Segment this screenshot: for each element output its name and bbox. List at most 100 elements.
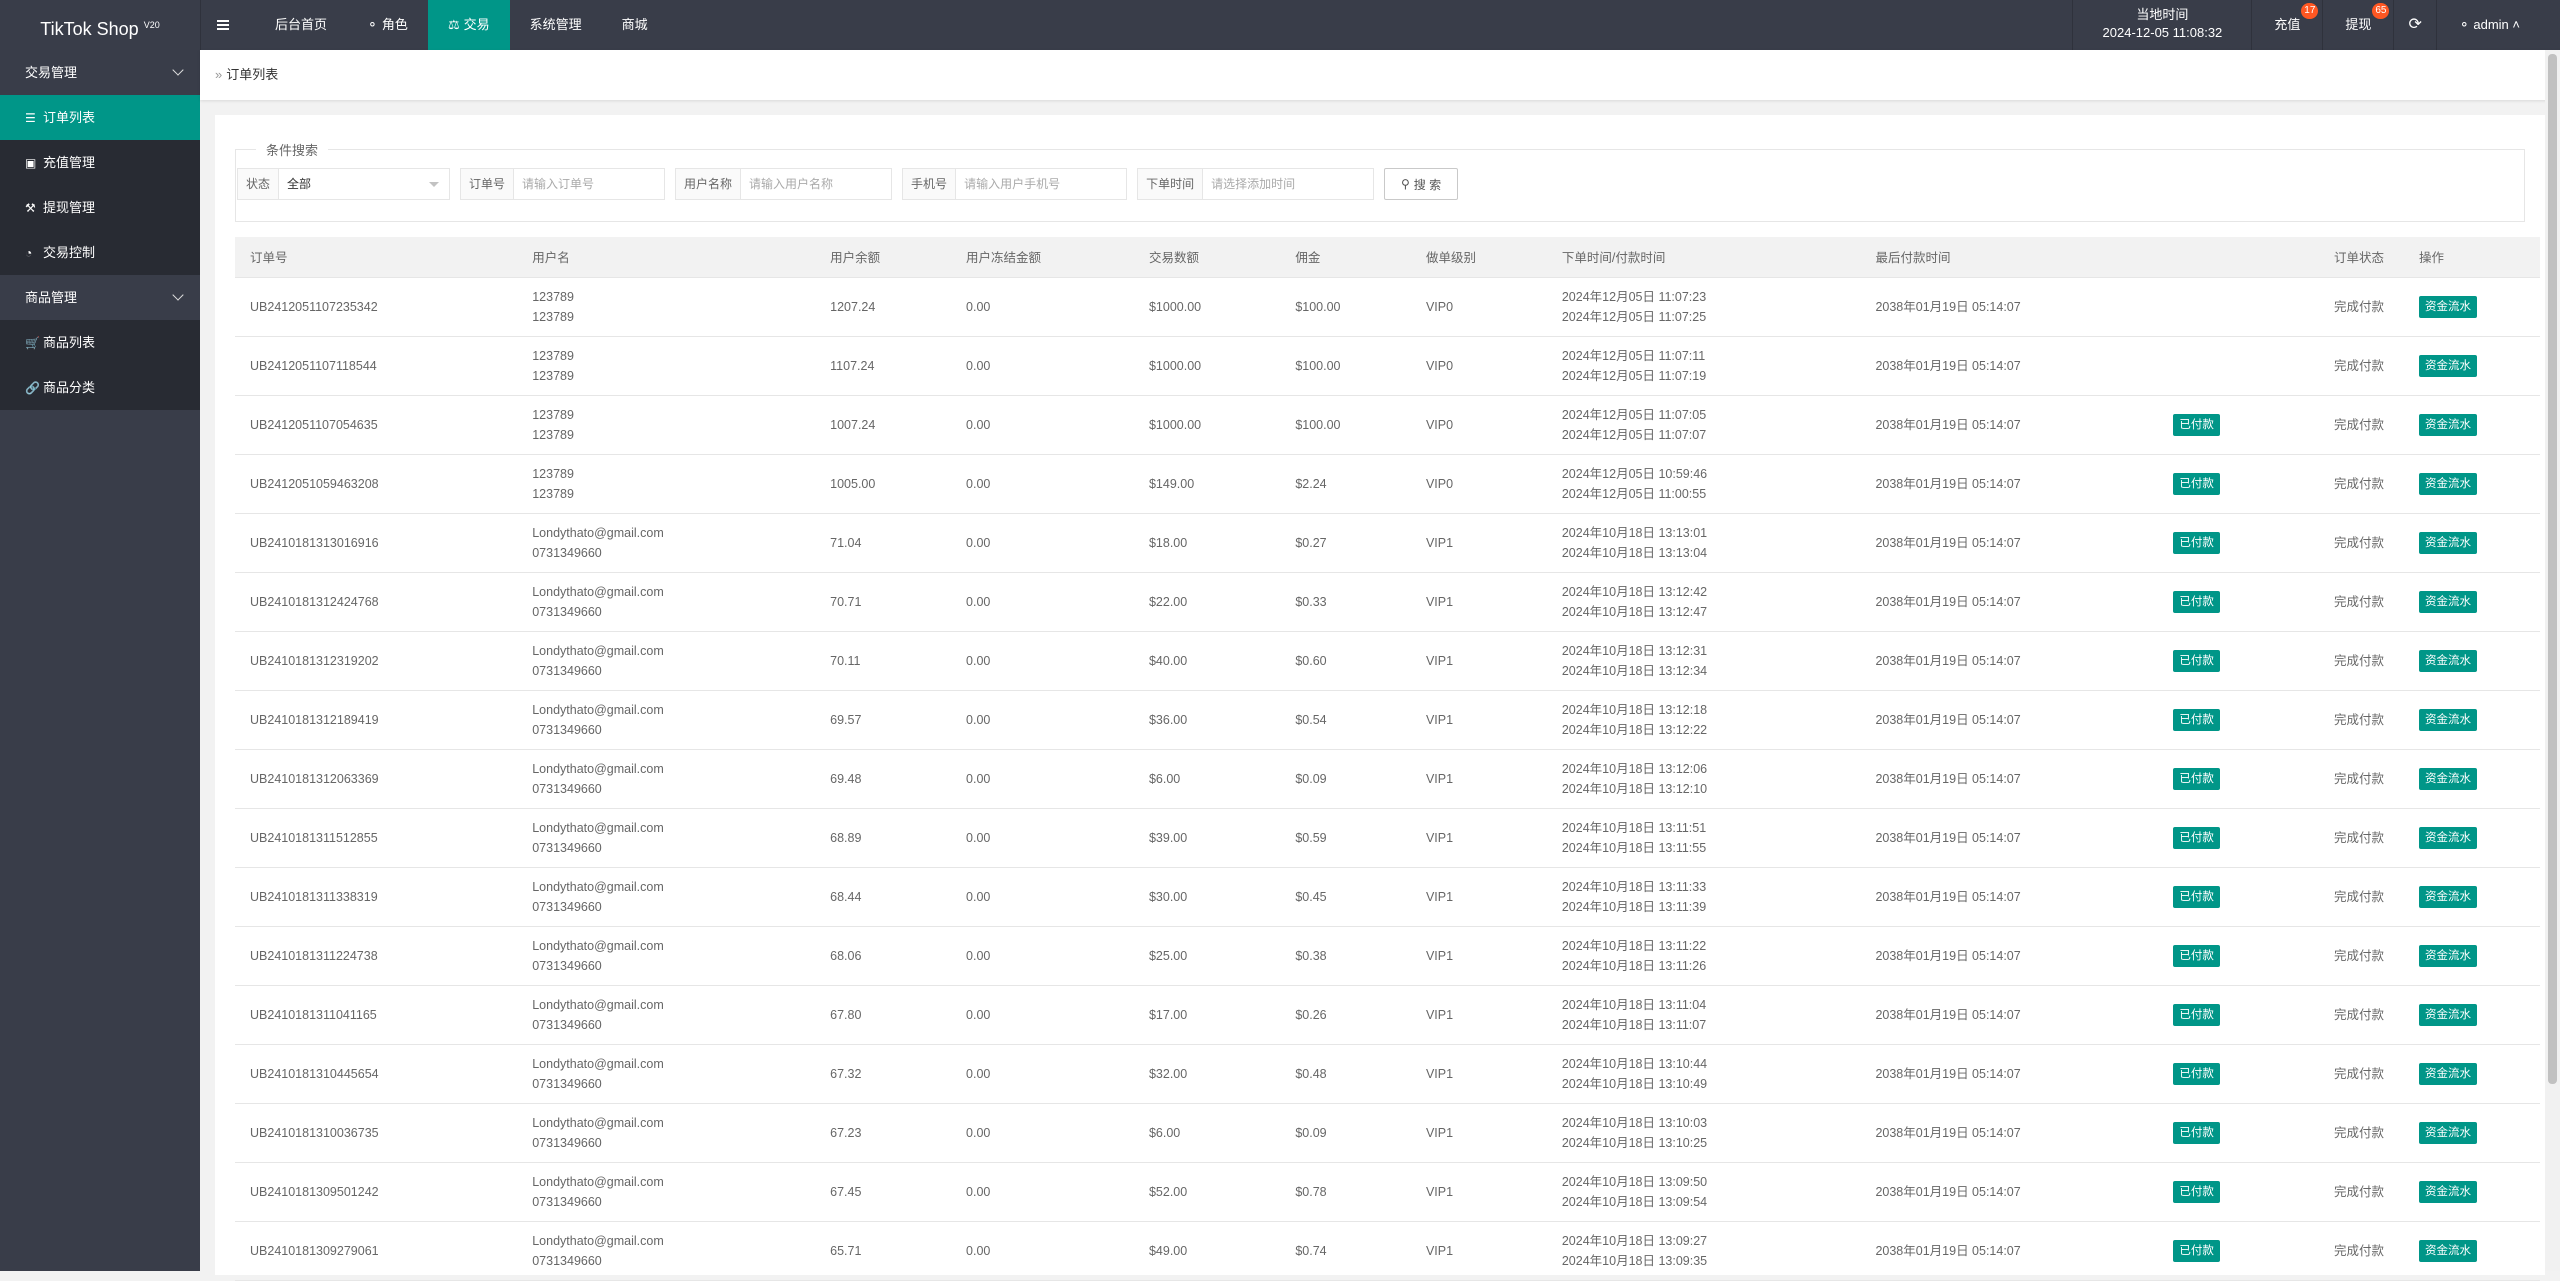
username-input[interactable] <box>741 169 892 199</box>
refresh-button[interactable]: ⟳ <box>2394 0 2437 50</box>
order-status: 完成付款 <box>2334 299 2385 314</box>
table-row: UB2410181311041165 Londythato@gmail.com 07… <box>235 985 2540 1045</box>
paid-button[interactable]: 已付款 <box>2173 944 2220 967</box>
order-id: UB2410181311512855 <box>250 830 378 845</box>
paid-button[interactable]: 已付款 <box>2173 1062 2220 1085</box>
sidebar-item-recharge[interactable]: ▣ 充值管理 <box>0 140 200 185</box>
pay-time: 2024年10月18日 13:12:34 <box>1561 663 1708 678</box>
paid-button[interactable]: 已付款 <box>2173 1003 2220 1026</box>
paid-button[interactable]: 已付款 <box>2173 1239 2220 1262</box>
column-header: 佣金 <box>1280 237 1411 278</box>
trade-amount: $22.00 <box>1148 594 1188 609</box>
paid-button[interactable]: 已付款 <box>2173 413 2220 436</box>
paid-button[interactable]: 已付款 <box>2173 590 2220 613</box>
fund-flow-button[interactable]: 资金流水 <box>2419 472 2478 495</box>
last-pay-time: 2038年01月19日 05:14:07 <box>1875 535 2021 550</box>
balance: 70.71 <box>830 594 862 609</box>
phone-input[interactable] <box>956 169 1127 199</box>
item-label: 提现管理 <box>43 200 96 215</box>
last-pay-time: 2038年01月19日 05:14:07 <box>1875 594 2021 609</box>
sidebar-group-goods[interactable]: 商品管理 <box>0 275 200 320</box>
fund-flow-button[interactable]: 资金流水 <box>2419 295 2478 318</box>
nav-trade[interactable]: ⚖ 交易 <box>427 0 510 50</box>
user-phone: 0731349660 <box>532 1135 602 1150</box>
order-input[interactable] <box>514 169 665 199</box>
fund-flow-button[interactable]: 资金流水 <box>2419 649 2478 672</box>
withdraw-button[interactable]: 提现 65 <box>2323 0 2395 50</box>
fund-flow-button[interactable]: 资金流水 <box>2419 1062 2478 1085</box>
balance: 67.45 <box>830 1184 862 1199</box>
fund-flow-button[interactable]: 资金流水 <box>2419 413 2478 436</box>
table-row: UB2410181312424768 Londythato@gmail.com 07… <box>235 572 2540 632</box>
menu-toggle-button[interactable] <box>200 0 245 50</box>
fund-flow-button[interactable]: 资金流水 <box>2419 767 2478 790</box>
frozen-amount: 0.00 <box>966 948 991 963</box>
sidebar-item-goods-category[interactable]: 🔗 商品分类 <box>0 365 200 410</box>
fund-flow-button[interactable]: 资金流水 <box>2419 590 2478 613</box>
paid-button[interactable]: 已付款 <box>2173 826 2220 849</box>
nav-system[interactable]: 系统管理 <box>510 0 602 50</box>
recharge-button[interactable]: 充值 17 <box>2252 0 2324 50</box>
nav-mall[interactable]: 商城 <box>602 0 668 50</box>
fund-flow-button[interactable]: 资金流水 <box>2419 885 2478 908</box>
paid-button[interactable]: 已付款 <box>2173 767 2220 790</box>
fund-flow-button[interactable]: 资金流水 <box>2419 1239 2478 1262</box>
logo-text: TikTok Shop <box>40 19 139 39</box>
order-id: UB2410181311041165 <box>250 1007 377 1022</box>
fund-flow-button[interactable]: 资金流水 <box>2419 1003 2478 1026</box>
order-id: UB2412051107118544 <box>250 358 377 373</box>
paid-button[interactable]: 已付款 <box>2173 649 2220 672</box>
status-select[interactable]: 全部 <box>279 169 449 199</box>
paid-button[interactable]: 已付款 <box>2173 1121 2220 1144</box>
commission: $0.54 <box>1295 712 1327 727</box>
search-button[interactable]: ⚲ 搜 索 <box>1384 168 1459 200</box>
order-time: 2024年12月05日 10:59:46 <box>1561 466 1708 481</box>
pay-time: 2024年10月18日 13:09:35 <box>1561 1253 1708 1268</box>
username: Londythato@gmail.com <box>532 997 664 1012</box>
commission: $0.26 <box>1295 1007 1327 1022</box>
paid-button[interactable]: 已付款 <box>2173 531 2220 554</box>
paid-button[interactable]: 已付款 <box>2173 708 2220 731</box>
frozen-amount: 0.00 <box>966 1125 991 1140</box>
fund-flow-button[interactable]: 资金流水 <box>2419 708 2478 731</box>
order-time: 2024年10月18日 13:12:31 <box>1561 643 1708 658</box>
nav-home[interactable]: 后台首页 <box>255 0 347 50</box>
nav-role[interactable]: ⚬ 角色 <box>347 0 428 50</box>
paid-button[interactable]: 已付款 <box>2173 1180 2220 1203</box>
sidebar-item-orders[interactable]: ☰ 订单列表 <box>0 95 200 140</box>
fund-flow-button[interactable]: 资金流水 <box>2419 944 2478 967</box>
sidebar-item-goods-list[interactable]: 🛒 商品列表 <box>0 320 200 365</box>
scrollbar[interactable] <box>2545 50 2560 1271</box>
username: Londythato@gmail.com <box>532 1056 664 1071</box>
table-row: UB2412051107235342 123789 123789 1207.24 0.0… <box>235 277 2540 337</box>
scrollbar-thumb[interactable] <box>2548 54 2557 1084</box>
username: Londythato@gmail.com <box>532 1174 664 1189</box>
fund-flow-button[interactable]: 资金流水 <box>2419 354 2478 377</box>
order-id: UB2412051107235342 <box>250 299 378 314</box>
last-pay-time: 2038年01月19日 05:14:07 <box>1875 1007 2021 1022</box>
frozen-amount: 0.00 <box>966 1007 991 1022</box>
nav-label: 商城 <box>621 17 648 32</box>
sidebar-item-withdraw[interactable]: ⚒ 提现管理 <box>0 185 200 230</box>
last-pay-time: 2038年01月19日 05:14:07 <box>1875 1243 2021 1258</box>
commission: $100.00 <box>1295 299 1341 314</box>
fund-flow-button[interactable]: 资金流水 <box>2419 1121 2478 1144</box>
frozen-amount: 0.00 <box>966 594 991 609</box>
sidebar-group-trade[interactable]: 交易管理 <box>0 50 200 95</box>
order-time: 2024年10月18日 13:11:22 <box>1561 938 1707 953</box>
sidebar-item-trade-control[interactable]: ◔ 交易控制 <box>0 230 200 275</box>
hamburger-icon <box>217 24 229 26</box>
paid-button[interactable]: 已付款 <box>2173 472 2220 495</box>
fund-flow-button[interactable]: 资金流水 <box>2419 1180 2478 1203</box>
order-time-input[interactable] <box>1203 169 1374 199</box>
user-menu[interactable]: ⚬ admin ˄ <box>2437 0 2560 50</box>
user-phone: 0731349660 <box>532 781 602 796</box>
paid-button[interactable]: 已付款 <box>2173 885 2220 908</box>
fund-flow-button[interactable]: 资金流水 <box>2419 531 2478 554</box>
order-id: UB2410181312189419 <box>250 712 379 727</box>
version: V20 <box>143 20 160 30</box>
fund-flow-button[interactable]: 资金流水 <box>2419 826 2478 849</box>
column-header: 操作 <box>2404 237 2540 278</box>
order-status: 完成付款 <box>2334 476 2385 491</box>
